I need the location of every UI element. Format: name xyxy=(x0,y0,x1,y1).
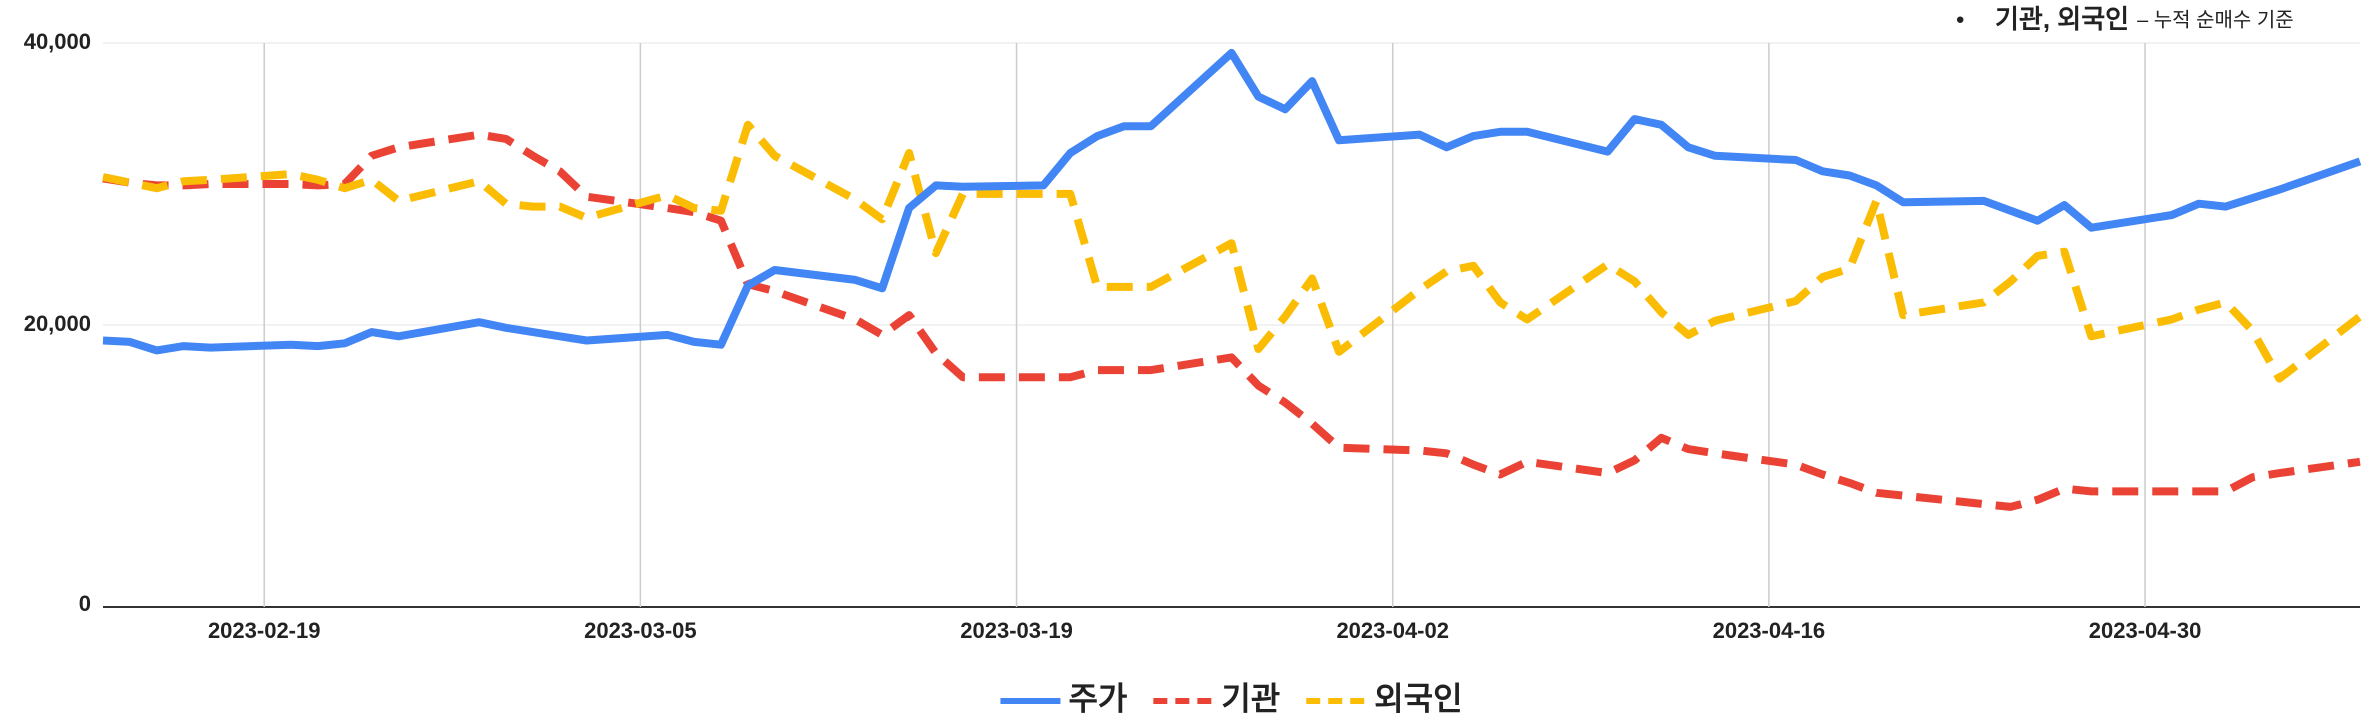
x-tick-label: 2023-03-05 xyxy=(584,618,697,643)
series-line xyxy=(102,48,2362,355)
legend-label: 기관 xyxy=(1221,680,1280,716)
y-tick-label: 40,000 xyxy=(24,29,91,54)
annotation-sub: – 누적 순매수 기준 xyxy=(2137,8,2294,31)
annotation: 기관, 외국인 xyxy=(1995,4,2129,34)
legend-label: 외국인 xyxy=(1374,680,1462,716)
x-tick-label: 2023-04-30 xyxy=(2089,618,2202,643)
x-tick-label: 2023-02-19 xyxy=(208,618,321,643)
legend-label: 주가 xyxy=(1068,680,1127,716)
series-line xyxy=(102,130,2361,511)
x-tick-label: 2023-04-02 xyxy=(1336,618,1449,643)
y-tick-label: 0 xyxy=(79,591,91,616)
legend: 주가 기관 외국인 xyxy=(1000,680,1463,716)
x-tick-label: 2023-03-19 xyxy=(960,618,1073,643)
series-line xyxy=(102,120,2363,383)
annotation-bullet: • xyxy=(1956,6,1964,33)
y-tick-label: 20,000 xyxy=(24,311,91,336)
x-tick-label: 2023-04-16 xyxy=(1713,618,1826,643)
